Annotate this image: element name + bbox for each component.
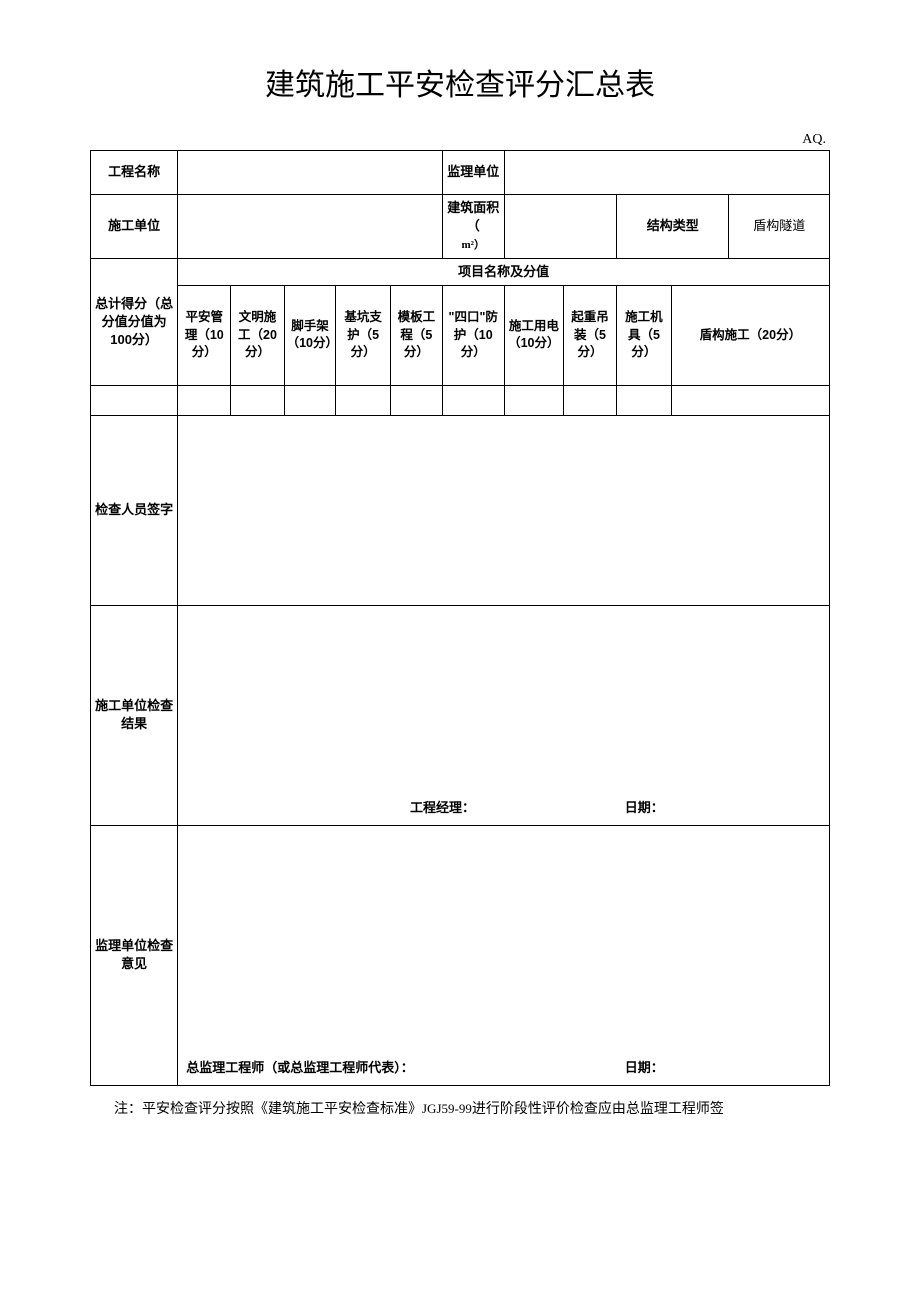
row-score-columns: 平安管理（10分）文明施工（20分）脚手架（10分）基坑支护（5分）模板工程（5… xyxy=(91,285,830,385)
row-score-values xyxy=(91,385,830,415)
score-col-header: "四口"防护（10分） xyxy=(442,285,504,385)
score-value xyxy=(504,385,563,415)
score-group-header: 项目名称及分值 xyxy=(178,258,830,285)
score-value xyxy=(336,385,391,415)
row-score-group-header: 总计得分（总分值分值为100分） 项目名称及分值 xyxy=(91,258,830,285)
score-value xyxy=(671,385,829,415)
score-col-header: 脚手架（10分） xyxy=(284,285,336,385)
score-value xyxy=(617,385,672,415)
score-col-header: 文明施工（20分） xyxy=(231,285,284,385)
supervisor-opinion-label: 监理单位检查意见 xyxy=(91,825,178,1085)
score-col-header: 模板工程（5分） xyxy=(390,285,442,385)
score-col-header: 起重吊装（5分） xyxy=(563,285,616,385)
inspector-sign-value xyxy=(178,415,830,605)
score-col-header: 施工机具（5分） xyxy=(617,285,672,385)
construction-date-label: 日期： xyxy=(621,793,829,821)
chief-engineer-label: 总监理工程师（或总监理工程师代表）： xyxy=(178,1053,621,1081)
score-value xyxy=(231,385,284,415)
supervisor-value xyxy=(504,151,829,195)
total-score-value xyxy=(91,385,178,415)
supervisor-date-label: 日期： xyxy=(621,1053,829,1081)
row-unit-area-type: 施工单位 建筑面积（ m²） 结构类型 盾构隧道 xyxy=(91,195,830,259)
note-suffix: 进行阶段性评价检查应由总监理工程师签 xyxy=(472,1102,724,1117)
footnote: 注：平安检查评分按照《建筑施工平安检查标准》JGJ59-99进行阶段性评价检查应… xyxy=(90,1098,830,1118)
building-area-label-line1: 建筑面积（ xyxy=(447,200,499,233)
score-col-header: 基坑支护（5分） xyxy=(336,285,391,385)
project-name-label: 工程名称 xyxy=(91,151,178,195)
score-col-header: 平安管理（10分） xyxy=(178,285,231,385)
note-prefix: 注：平安检查评分按照《建筑施工平安检查标准》 xyxy=(114,1102,422,1117)
construction-unit-label: 施工单位 xyxy=(91,195,178,259)
construction-unit-value xyxy=(178,195,443,259)
row-supervisor-opinion: 监理单位检查意见 总监理工程师（或总监理工程师代表）： 日期： xyxy=(91,825,830,1085)
row-construction-result: 施工单位检查结果 工程经理： 日期： xyxy=(91,605,830,825)
construction-result-value: 工程经理： 日期： xyxy=(178,605,830,825)
supervisor-label: 监理单位 xyxy=(442,151,504,195)
building-area-label: 建筑面积（ m²） xyxy=(442,195,504,259)
row-project-supervisor: 工程名称 监理单位 xyxy=(91,151,830,195)
row-inspector-sign: 检查人员签字 xyxy=(91,415,830,605)
building-area-label-line2: m²） xyxy=(462,239,485,251)
score-value xyxy=(284,385,336,415)
score-value xyxy=(178,385,231,415)
supervisor-opinion-value: 总监理工程师（或总监理工程师代表）： 日期： xyxy=(178,825,830,1085)
score-col-header: 施工用电（10分） xyxy=(504,285,563,385)
inspector-sign-label: 检查人员签字 xyxy=(91,415,178,605)
structure-type-label: 结构类型 xyxy=(617,195,729,259)
document-code: AQ. xyxy=(90,132,830,148)
total-score-label: 总计得分（总分值分值为100分） xyxy=(91,258,178,385)
document-title: 建筑施工平安检查评分汇总表 xyxy=(90,60,830,104)
score-col-header: 盾构施工（20分） xyxy=(671,285,829,385)
score-value xyxy=(442,385,504,415)
note-std: JGJ59-99 xyxy=(422,1101,472,1116)
building-area-value xyxy=(504,195,616,259)
score-value xyxy=(390,385,442,415)
project-manager-label: 工程经理： xyxy=(406,793,621,821)
project-name-value xyxy=(178,151,443,195)
construction-result-label: 施工单位检查结果 xyxy=(91,605,178,825)
score-value xyxy=(563,385,616,415)
structure-type-value: 盾构隧道 xyxy=(729,195,830,259)
summary-table: 工程名称 监理单位 施工单位 建筑面积（ m²） 结构类型 盾构隧道 总计得分（… xyxy=(90,150,830,1086)
